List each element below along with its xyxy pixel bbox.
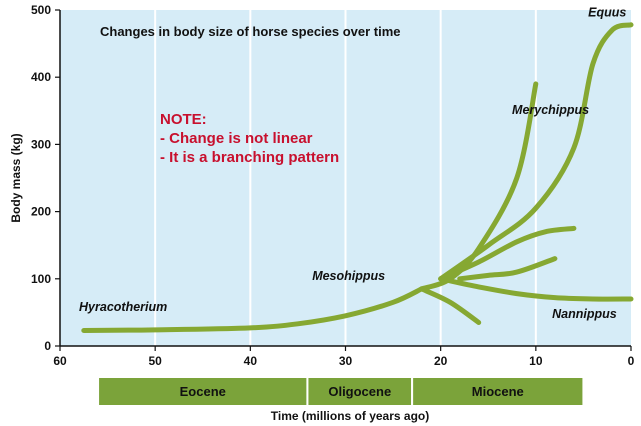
y-tick-label: 300: [31, 137, 51, 151]
epoch-label: Oligocene: [328, 384, 391, 399]
x-tick-label: 0: [628, 354, 635, 368]
epoch-segment: [306, 376, 414, 407]
species-label: Merychippus: [512, 103, 589, 117]
note-heading: NOTE:: [160, 111, 207, 128]
chart-title: Changes in body size of horse species ov…: [100, 24, 401, 39]
epoch-label: Eocene: [180, 384, 226, 399]
branch-line-3: [419, 81, 539, 292]
y-axis-label: Body mass (kg): [9, 133, 23, 222]
y-tick-label: 100: [31, 272, 51, 286]
x-tick-label: 50: [148, 354, 162, 368]
species-label: Equus: [588, 6, 626, 20]
branch-lines: [81, 22, 634, 333]
species-label: Mesohippus: [312, 269, 385, 283]
branch-line-7: [438, 276, 634, 302]
epoch-label: Miocene: [472, 384, 524, 399]
epoch-bar: Eocene Oligocene Miocene: [97, 376, 585, 407]
y-tick-label: 500: [31, 3, 51, 17]
branch-line-6: [457, 256, 558, 282]
x-tick-label: 40: [244, 354, 258, 368]
species-label: Hyracotherium: [79, 300, 167, 314]
branch-line-1: [81, 286, 425, 333]
branch-line-2: [419, 286, 482, 325]
note-line-2: - It is a branching pattern: [160, 149, 339, 166]
y-tick-label: 0: [44, 339, 51, 353]
x-tick-label: 60: [53, 354, 67, 368]
x-tick-label: 30: [339, 354, 353, 368]
y-tick-label: 200: [31, 205, 51, 219]
y-tick-label: 400: [31, 70, 51, 84]
x-tick-label: 10: [529, 354, 543, 368]
epoch-segment: [97, 376, 309, 407]
branch-line-5: [438, 225, 577, 282]
branch-line-4: [438, 22, 634, 282]
note-line-1: - Change is not linear: [160, 130, 313, 147]
species-label: Nannippus: [552, 307, 617, 321]
x-axis-label: Time (millions of years ago): [271, 409, 429, 423]
x-tick-label: 20: [434, 354, 448, 368]
grid-lines: [154, 10, 537, 346]
epoch-segment: [411, 376, 585, 407]
species-labels: Hyracotherium Mesohippus Merychippus Equus N…: [79, 6, 626, 321]
